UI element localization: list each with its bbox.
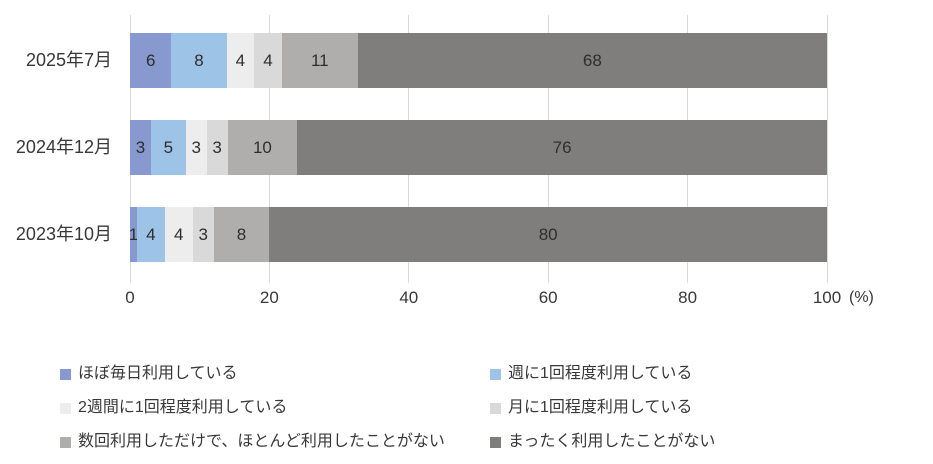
- bar-value-label: 76: [552, 138, 572, 157]
- bar-segment: 4: [136, 207, 165, 262]
- bar-value-label: 5: [163, 138, 174, 157]
- legend-swatch-icon: [60, 402, 71, 414]
- bar-segment: 11: [281, 33, 358, 88]
- bar-segment: 3: [185, 120, 207, 175]
- bar-value-label: 4: [174, 225, 184, 244]
- bar-segment: 4: [164, 207, 193, 262]
- bar-segment: 5: [150, 120, 186, 175]
- bar-value-label: 8: [194, 51, 204, 70]
- legend-swatch-icon: [60, 436, 71, 448]
- bar-segment: 1: [128, 207, 139, 262]
- legend-swatch-icon: [60, 368, 71, 380]
- category-axis: 2025年7月 2024年12月 2023年10月: [0, 15, 112, 277]
- legend-swatch-icon: [490, 402, 501, 414]
- legend-label: 2週間に1回程度利用している: [78, 399, 288, 416]
- bar-row-0: 6 8 4 4 11 68: [130, 33, 827, 88]
- bar-segment: 76: [297, 120, 827, 175]
- legend-column-right: 週に1回程度利用している 月に1回程度利用しているまったく利用したことがない: [490, 364, 715, 464]
- x-tick-label-100: 100: [812, 288, 842, 307]
- legend-label: まったく利用したことがない: [508, 433, 716, 450]
- x-axis: 0 20 40 60 80 100: [125, 287, 841, 309]
- x-tick-label-80: 80: [678, 288, 698, 307]
- bar-segment: 6: [130, 33, 172, 88]
- bar-segment: 4: [226, 33, 255, 88]
- bar-value-label: 11: [310, 51, 329, 70]
- legend-item: ほぼ毎日利用している: [60, 364, 445, 384]
- bar-value-label: 4: [263, 51, 273, 70]
- plot-area: 6 8 4 4 11 68 3 5 3 3 10 76 1 4 4 3 8 80: [128, 15, 828, 283]
- bar-segment: 4: [254, 33, 282, 88]
- bar-segment: 8: [213, 207, 270, 262]
- bar-value-label: 3: [135, 138, 146, 157]
- legend-column-left: ほぼ毎日利用している 2週間に1回程度利用している数回利用しただけで、ほとんど利用…: [60, 364, 445, 464]
- category-label-2: 2023年10月: [15, 224, 112, 244]
- x-tick-label-0: 0: [125, 288, 135, 307]
- legend-item: 数回利用しただけで、ほとんど利用したことがない: [60, 432, 445, 452]
- bar-value-label: 1: [128, 225, 139, 244]
- legend-label: 月に1回程度利用している: [508, 399, 693, 416]
- legend-item: 月に1回程度利用している: [490, 398, 715, 418]
- bar-segment: 68: [357, 33, 827, 88]
- category-label-0: 2025年7月: [25, 50, 112, 70]
- gridline-100: [826, 15, 828, 283]
- bar-segment: 3: [206, 120, 228, 175]
- bar-row-1: 3 5 3 3 10 76: [130, 120, 827, 175]
- bar-segment: 8: [171, 33, 227, 88]
- legend-item: まったく利用したことがない: [490, 432, 715, 452]
- x-tick-label-60: 60: [538, 288, 558, 307]
- bar-segment: 10: [227, 120, 298, 175]
- legend-label: ほぼ毎日利用している: [78, 365, 238, 382]
- legend-label: 週に1回程度利用している: [508, 365, 693, 382]
- bar-value-label: 3: [212, 138, 222, 157]
- x-tick-label-20: 20: [259, 288, 279, 307]
- x-tick-label-40: 40: [399, 288, 419, 307]
- bar-value-label: 80: [538, 225, 558, 244]
- category-label-1: 2024年12月: [15, 137, 112, 157]
- bar-value-label: 8: [236, 225, 247, 244]
- bar-value-label: 10: [252, 138, 272, 157]
- legend-item: 2週間に1回程度利用している: [60, 398, 445, 418]
- legend-swatch-icon: [490, 436, 501, 448]
- bar-value-label: 3: [198, 225, 208, 244]
- bar-segment: 3: [192, 207, 214, 262]
- legend-label: 数回利用しただけで、ほとんど利用したことがない: [78, 433, 445, 450]
- bar-segment: 80: [269, 207, 827, 262]
- bar-value-label: 4: [146, 225, 156, 244]
- bar-segment: 3: [130, 120, 151, 175]
- x-axis-unit-label: (%): [849, 289, 874, 306]
- bar-value-label: 68: [582, 51, 602, 70]
- legend-swatch-icon: [490, 368, 501, 380]
- bar-value-label: 6: [145, 51, 156, 70]
- bar-value-label: 4: [235, 51, 246, 70]
- legend-item: 週に1回程度利用している: [490, 364, 715, 384]
- bar-value-label: 3: [191, 138, 201, 157]
- bar-row-2: 1 4 4 3 8 80: [128, 207, 827, 262]
